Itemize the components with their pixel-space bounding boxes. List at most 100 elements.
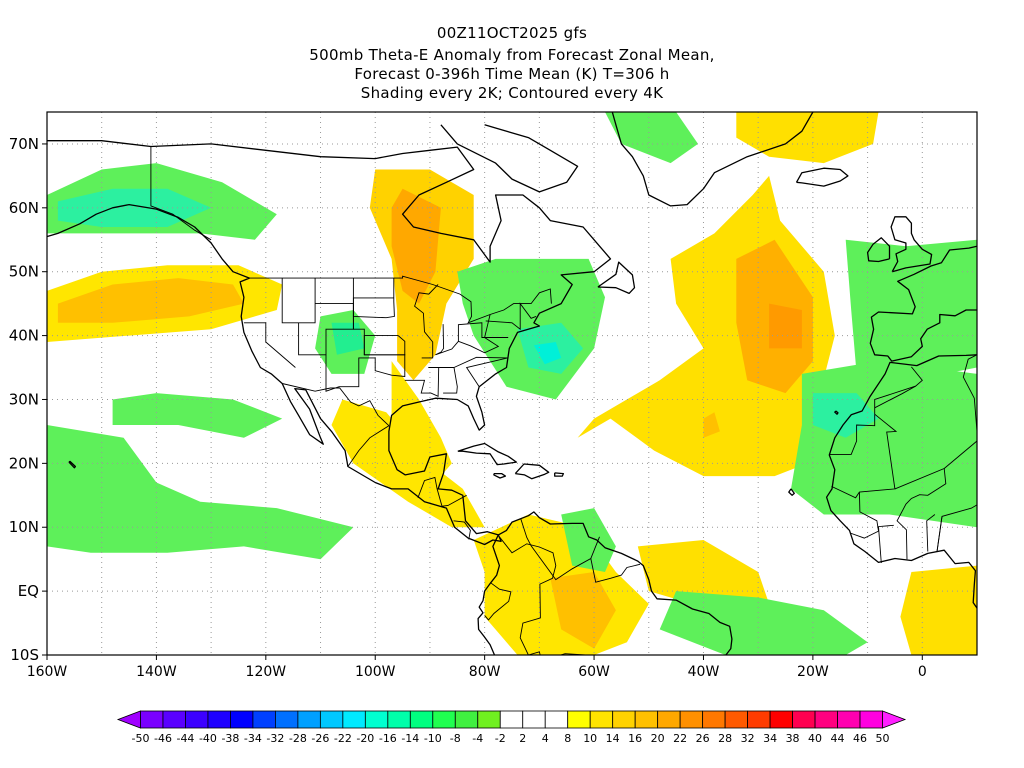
colorbar-box — [792, 710, 816, 729]
lon-tick-label: 120W — [246, 664, 287, 680]
coastline-north-america-west — [47, 140, 612, 546]
plot-frame — [46, 111, 978, 656]
colorbar-label: -34 — [244, 732, 262, 745]
border-alaska-canada — [150, 146, 212, 241]
lat-tick-label: 10N — [9, 518, 39, 536]
colorbar-label: -14 — [401, 732, 419, 745]
lon-tick-label: 40W — [688, 664, 720, 680]
colorbar-box — [477, 710, 501, 729]
shading-mexico-warm — [331, 399, 485, 528]
coastline-europe-africa — [869, 245, 977, 362]
border-states-5 — [352, 278, 395, 319]
border-states-11 — [435, 322, 509, 356]
border-us-mexico — [282, 383, 390, 427]
colorbar-box — [859, 710, 883, 729]
border-sa-1 — [499, 536, 557, 655]
colorbar-box — [230, 710, 254, 729]
coastline-sa-west — [477, 534, 501, 655]
colorbar-label: -32 — [266, 732, 284, 745]
colorbar-label: 40 — [808, 732, 822, 745]
coastline-africa-west — [825, 354, 977, 610]
shading-greenland-green — [605, 112, 698, 164]
colorbar-arrow-left — [116, 710, 141, 729]
lon-tick-label: 160W — [27, 664, 68, 680]
colorbar-label: 22 — [673, 732, 687, 745]
colorbar-label: 8 — [564, 732, 571, 745]
colorbar-label: -22 — [334, 732, 352, 745]
colorbar-label: -40 — [199, 732, 217, 745]
colorbar-label: -28 — [289, 732, 307, 745]
colorbar-box — [274, 710, 299, 729]
shading-greatlakes-orange — [391, 188, 441, 304]
colorbar-box — [612, 710, 636, 729]
border-states-10 — [453, 356, 508, 387]
shading-iceland-warm — [736, 112, 879, 164]
colorbar-label: 16 — [628, 732, 642, 745]
lat-tick-label: 30N — [9, 390, 39, 408]
title-line-3: Forecast 0-396h Time Mean (K) T=306 h — [354, 65, 670, 83]
colorbar-arrow-right — [882, 710, 907, 729]
shading-rockies-core — [331, 322, 365, 355]
colorbar-box — [140, 710, 164, 729]
colorbar-box — [319, 710, 344, 729]
colorbar-box — [432, 710, 456, 729]
border-africa-b1 — [829, 414, 876, 455]
coastline-greenland — [611, 112, 814, 207]
lat-tick-label: 50N — [9, 263, 39, 281]
colorbar-box — [387, 710, 411, 729]
border-states-13 — [485, 302, 537, 331]
border-states-12 — [458, 314, 500, 354]
colorbar-label: 28 — [718, 732, 732, 745]
lat-tick-label: EQ — [18, 582, 39, 600]
colorbar-label: -20 — [356, 732, 374, 745]
border-africa-b5 — [894, 467, 947, 560]
colorbar-box — [252, 710, 276, 729]
colorbar-box — [814, 710, 838, 729]
coastline-hispaniola — [514, 463, 550, 480]
lon-tick-label: 20W — [797, 664, 829, 680]
colorbar-label: -4 — [472, 732, 483, 745]
colorbar-box — [162, 710, 186, 729]
colorbar-box — [679, 710, 704, 729]
title-line-2: 500mb Theta-E Anomaly from Forecast Zona… — [309, 46, 715, 64]
lat-tick-label: 40N — [9, 327, 39, 345]
colorbar-box — [364, 710, 389, 729]
shading-tropatl-green — [659, 591, 868, 655]
colorbar-box — [409, 710, 434, 729]
colorbar-box — [499, 710, 524, 729]
coastline-cape-verde — [788, 488, 795, 496]
border-africa-b4 — [849, 492, 879, 539]
coastline-cuba — [457, 442, 518, 466]
shading-africa-core — [812, 393, 879, 438]
border-africa-b10 — [874, 366, 923, 415]
shading-eastpac-green — [47, 425, 354, 560]
colorbar-label: -26 — [311, 732, 329, 745]
shading-samerica-orange — [550, 572, 616, 649]
lon-tick-label: 80W — [469, 664, 501, 680]
coastline-ireland — [866, 237, 891, 263]
colorbar-label: 34 — [763, 732, 777, 745]
shading-guiana-green — [561, 508, 616, 572]
colorbar-box — [297, 710, 321, 729]
border-africa-b11 — [962, 354, 977, 432]
border-africa-b6 — [926, 514, 936, 552]
colorbar-label: -8 — [450, 732, 461, 745]
border-states-9 — [438, 367, 458, 394]
border-centam-2 — [453, 520, 471, 540]
border-sa-5 — [528, 651, 586, 655]
coastline-south-america — [497, 511, 733, 655]
colorbar-label: 4 — [542, 732, 549, 745]
lon-tick-label: 140W — [136, 664, 177, 680]
lon-tick-label: 0 — [918, 664, 927, 680]
map-area — [47, 112, 977, 655]
border-africa-b2 — [874, 385, 916, 409]
coastline-newfoundland — [597, 261, 636, 295]
border-states-2 — [243, 322, 296, 368]
coastline-britain — [890, 216, 933, 273]
colorbar-label: 26 — [696, 732, 710, 745]
shading-atlantic-core — [769, 303, 802, 349]
colorbar-label: 46 — [853, 732, 867, 745]
colorbar-box — [342, 710, 366, 729]
